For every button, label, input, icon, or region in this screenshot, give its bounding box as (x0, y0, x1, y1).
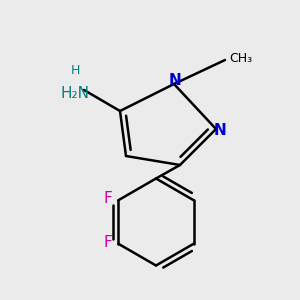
Text: N: N (213, 123, 226, 138)
Text: F: F (103, 191, 112, 206)
Text: CH₃: CH₃ (230, 52, 253, 65)
Text: H: H (70, 64, 80, 76)
Text: H₂N: H₂N (61, 85, 89, 100)
Text: N: N (169, 73, 182, 88)
Text: F: F (103, 235, 112, 250)
